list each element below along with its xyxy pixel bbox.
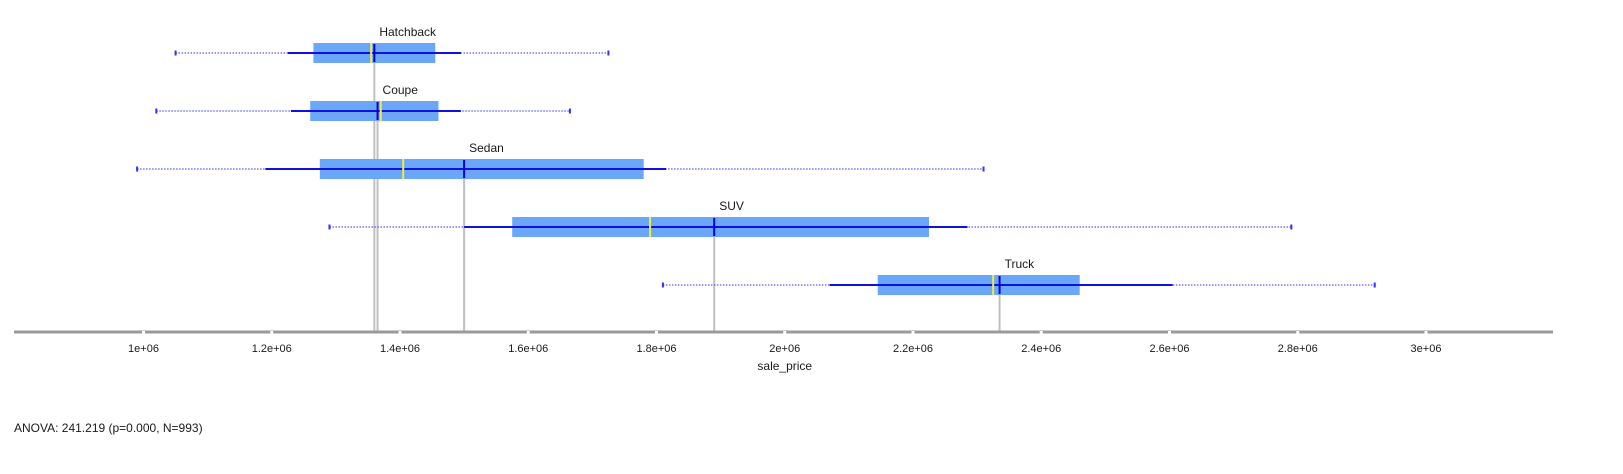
box-group-hatchback: Hatchback [174, 25, 610, 63]
group-label-suv: SUV [719, 199, 744, 213]
x-axis: 1e+06 1.2e+06 1.4e+06 1.6e+06 1.8e+06 2e+06 2.… [14, 330, 1553, 373]
box-group-suv: SUV [328, 199, 1293, 237]
x-tick-label: 1e+06 [128, 343, 159, 355]
x-tick-label: 3e+06 [1411, 343, 1442, 355]
anova-stats-label: ANOVA: 241.219 (p=0.000, N=993) [14, 421, 203, 435]
group-label-coupe: Coupe [383, 83, 419, 97]
x-tick-label: 1.2e+06 [252, 343, 292, 355]
x-tick-label: 1.8e+06 [636, 343, 676, 355]
x-tick-label: 2.2e+06 [893, 343, 933, 355]
group-label-sedan: Sedan [469, 141, 504, 155]
group-label-hatchback: Hatchback [379, 25, 437, 39]
x-tick-label: 2.6e+06 [1149, 343, 1189, 355]
box-group-sedan: Sedan [136, 141, 985, 179]
box-plot-groups: Hatchback Coupe Sedan SUV Truck [136, 25, 1376, 295]
group-label-truck: Truck [1005, 257, 1036, 271]
x-tick-label: 2.4e+06 [1021, 343, 1061, 355]
x-axis-title: sale_price [757, 359, 812, 373]
x-tick-label: 2e+06 [769, 343, 800, 355]
x-tick-label: 1.4e+06 [380, 343, 420, 355]
x-tick-label: 1.6e+06 [508, 343, 548, 355]
mean-reference-lines [373, 53, 1001, 332]
box-group-truck: Truck [661, 257, 1376, 295]
x-tick-label: 2.8e+06 [1278, 343, 1318, 355]
box-group-coupe: Coupe [155, 83, 571, 121]
